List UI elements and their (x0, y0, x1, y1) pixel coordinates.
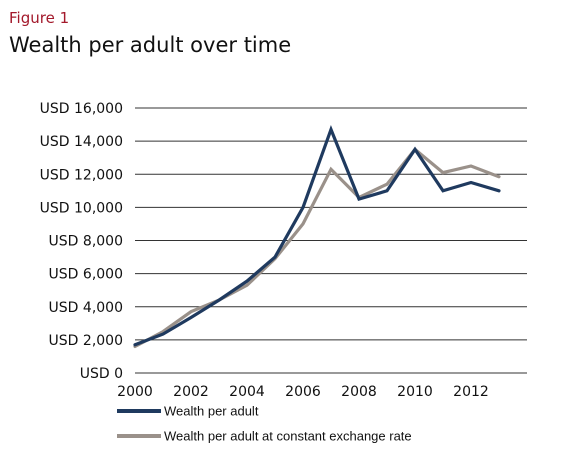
y-tick-label: USD 14,000 (40, 134, 123, 150)
x-tick-label: 2002 (173, 384, 209, 400)
x-axis-ticks: 2000 2002 2004 2006 2008 2010 2012 (117, 384, 489, 400)
y-tick-label: USD 4,000 (49, 300, 123, 316)
y-tick-label: USD 10,000 (40, 200, 123, 216)
series-lines (133, 125, 501, 349)
y-axis-ticks: USD 0 USD 2,000 USD 4,000 USD 6,000 USD 8,00… (40, 101, 123, 382)
x-tick-label: 2012 (453, 384, 489, 400)
x-tick-label: 2006 (285, 384, 321, 400)
y-tick-label: USD 16,000 (40, 101, 123, 117)
y-tick-label: USD 12,000 (40, 167, 123, 183)
y-tick-label: USD 6,000 (49, 267, 123, 283)
legend-label: Wealth per adult at constant exchange ra… (164, 429, 412, 444)
x-tick-label: 2008 (341, 384, 377, 400)
legend-label: Wealth per adult (164, 404, 259, 419)
x-tick-label: 2010 (397, 384, 433, 400)
x-tick-label: 2004 (229, 384, 265, 400)
gridlines (135, 107, 527, 374)
y-tick-label: USD 2,000 (49, 333, 123, 349)
figure-label: Figure 1 (9, 9, 70, 27)
series-line (133, 125, 501, 347)
legend: Wealth per adult Wealth per adult at cons… (117, 404, 412, 444)
y-tick-label: USD 8,000 (49, 234, 123, 250)
chart-title: Wealth per adult over time (9, 33, 292, 57)
x-tick-label: 2000 (117, 384, 153, 400)
y-tick-label: USD 0 (80, 366, 123, 382)
series-line (133, 147, 501, 349)
